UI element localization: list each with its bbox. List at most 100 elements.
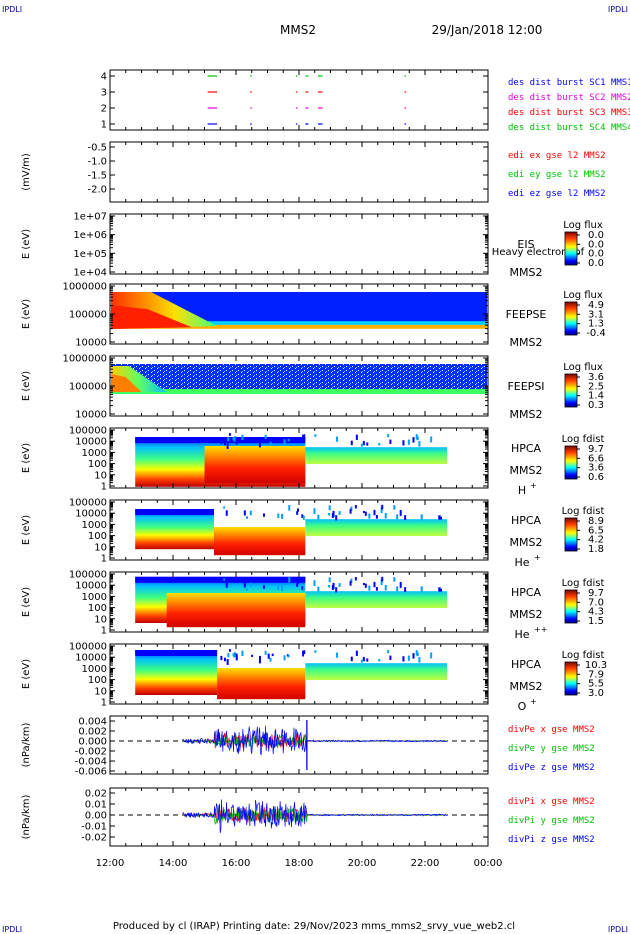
spacecraft-label: MMS2 (510, 266, 543, 279)
spectrogram-speck (301, 514, 304, 518)
spectrogram-speck (404, 587, 407, 592)
spectrogram-speck (271, 437, 274, 441)
y-tick-label: 1e+05 (73, 249, 107, 260)
spectrogram-speck (350, 506, 353, 511)
y-tick-label: 100000 (69, 310, 107, 321)
spectrogram-band (135, 650, 218, 656)
y-tick-label: 1 (101, 482, 107, 493)
spectrogram-speck (233, 437, 236, 442)
y-tick-label: 1000 (82, 592, 107, 603)
colorbar-tick-label: 0.0 (588, 230, 604, 241)
spectrogram-speck (349, 508, 352, 514)
y-tick-label: 10 (94, 686, 107, 697)
spectrogram-speck (303, 650, 306, 654)
spectrogram-speck (368, 513, 371, 519)
spacecraft-label: MMS2 (510, 608, 543, 621)
spectrogram-hot-region (111, 374, 142, 392)
spectrogram-speck (249, 510, 252, 516)
spectrogram-speck (302, 515, 305, 520)
spectrogram-speck (302, 587, 305, 592)
spectrogram-speck (412, 437, 415, 443)
spectrogram-speck (264, 650, 267, 655)
y-axis-label: E (eV) (21, 515, 32, 545)
x-tick-label: 16:00 (222, 858, 251, 869)
spectrogram-speck (313, 508, 316, 515)
spectrogram-speck (366, 658, 369, 662)
spectrogram-speck (368, 585, 371, 591)
colorbar (564, 661, 578, 696)
y-tick-label: 1 (101, 120, 107, 131)
spectrogram-band (305, 663, 448, 680)
spectrogram-speck (262, 585, 265, 589)
colorbar-tick-label: 1.5 (588, 616, 604, 627)
spectrogram-speck (420, 586, 423, 593)
spectrogram-band (305, 447, 448, 464)
spectrogram-speck (336, 652, 339, 658)
spectrogram-speck (362, 510, 365, 514)
spectrogram-speck (281, 513, 284, 519)
instrument-label: HPCA (511, 514, 542, 527)
spectrogram-speck (418, 656, 421, 663)
y-tick-label: -0.5 (87, 143, 107, 154)
panel-edi: -0.5 -1.0 -1.5 -2.0 (mV/m) edi ex gse l2 MMS2… (21, 141, 606, 203)
colorbar-title: Log flux (563, 362, 603, 373)
instrument-label: HPCA (511, 586, 542, 599)
spectrogram-speck (416, 652, 419, 657)
spectrogram-speck (288, 504, 291, 511)
colorbar-tick-label: 4.2 (588, 535, 604, 546)
spectrogram-speck (362, 656, 365, 662)
colorbar (564, 301, 578, 336)
y-tick-label: 100000 (69, 382, 107, 393)
spectrogram-speck (235, 655, 238, 661)
spectrogram-speck (317, 586, 320, 592)
legend-entry: divPe z gse MMS2 (508, 763, 595, 773)
species-charge: + (530, 697, 537, 706)
spectrogram-speck (287, 438, 290, 442)
spectrogram-speck (226, 443, 229, 449)
colorbar-tick-label: 3.6 (588, 463, 604, 474)
species-label: Heavy electron tof (492, 247, 585, 258)
y-tick-label: 1000 (82, 520, 107, 531)
spectrogram-speck (360, 443, 363, 447)
y-tick-label: 1 (101, 554, 107, 565)
y-tick-label: 2 (101, 104, 107, 115)
spectrogram-speck (387, 434, 390, 438)
spacecraft-label: MMS2 (510, 464, 543, 477)
spectrogram-speck (296, 511, 299, 515)
header-corner-left: IPDLI (2, 5, 22, 14)
y-tick-label: 3 (101, 88, 107, 99)
spectrogram-speck (366, 442, 369, 446)
spectrogram-speck (355, 650, 358, 656)
colorbar-tick-label: 2.5 (588, 381, 604, 392)
spectrogram-speck (354, 577, 357, 581)
colorbar (564, 373, 578, 408)
spectrogram-speck (362, 582, 365, 586)
spectrogram-speck (233, 653, 236, 658)
spectrogram-band (135, 509, 214, 550)
colorbar-tick-label: 1.4 (588, 391, 604, 402)
spacecraft-label: MMS2 (510, 336, 543, 349)
spectrogram-speck (335, 515, 338, 521)
spectrogram-speck (227, 653, 230, 658)
spectrogram-speck (328, 577, 331, 583)
spectrogram-speck (387, 650, 390, 654)
spectrogram-speck (235, 653, 238, 657)
spectrogram-speck (235, 439, 238, 445)
y-tick-label: 1000 (82, 448, 107, 459)
spectrogram-speck (287, 654, 290, 658)
colorbar-tick-label: 4.3 (588, 607, 604, 618)
footer-text: Produced by cl (IRAP) Printing date: 29/… (113, 921, 515, 932)
colorbar-title: Log flux (563, 220, 603, 231)
colorbar (564, 589, 578, 624)
colorbar-tick-label: 3.0 (588, 688, 604, 699)
y-tick-label: 1e+06 (73, 230, 107, 241)
spectrogram-speck (328, 584, 331, 588)
spectrogram-speck (288, 576, 291, 583)
legend-entry: edi ez gse l2 MMS2 (508, 189, 606, 199)
y-tick-label: 1 (101, 698, 107, 709)
legend-entry: des dist burst SC3 MMS3 (508, 108, 630, 118)
spectrogram-speck (375, 515, 378, 519)
spectrogram-hot-region (166, 593, 306, 628)
y-tick-label: 10000 (75, 581, 107, 592)
spectrogram-speck (225, 582, 228, 588)
